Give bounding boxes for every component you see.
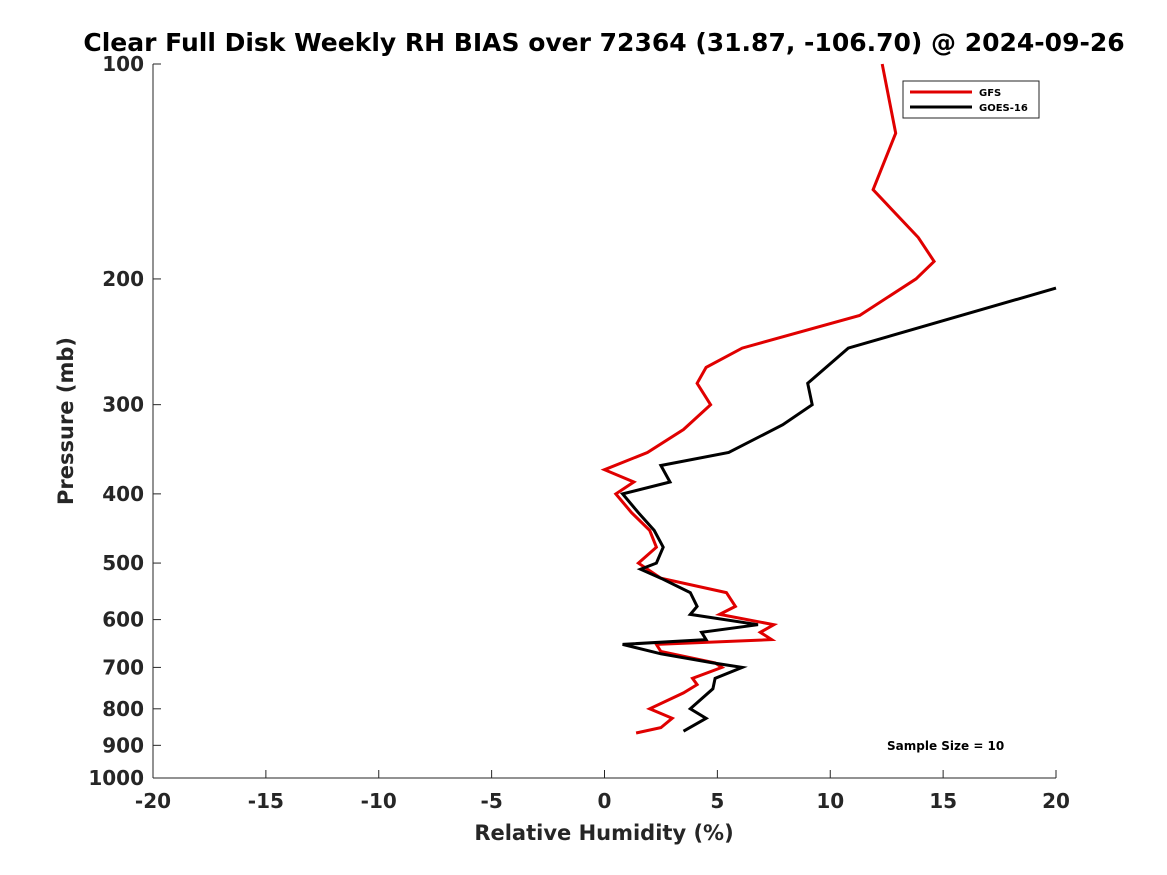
x-tick-label: -10 bbox=[361, 789, 397, 813]
x-tick-label: 20 bbox=[1042, 789, 1070, 813]
y-tick-label: 700 bbox=[102, 655, 144, 679]
y-tick-label: 900 bbox=[102, 733, 144, 757]
x-tick-label: -20 bbox=[135, 789, 171, 813]
y-axis-ticks: 100 200 300 400 500 600 700 800 900 1000 bbox=[88, 52, 161, 790]
series-layer bbox=[600, 63, 1057, 735]
x-tick-label: -5 bbox=[481, 789, 503, 813]
series-line-goes16 bbox=[619, 286, 1057, 733]
x-axis-label: Relative Humidity (%) bbox=[474, 821, 733, 845]
y-tick-label: 1000 bbox=[88, 766, 144, 790]
y-tick-label: 600 bbox=[102, 608, 144, 632]
sample-size-annotation: Sample Size = 10 bbox=[887, 739, 1004, 753]
y-tick-label: 400 bbox=[102, 482, 144, 506]
x-axis-ticks: -20 -15 -10 -5 0 5 10 15 20 bbox=[135, 770, 1070, 813]
legend: GFS GOES-16 bbox=[902, 80, 1040, 119]
y-tick-label: 500 bbox=[102, 551, 144, 575]
legend-box bbox=[902, 80, 1040, 119]
y-tick-label: 200 bbox=[102, 267, 144, 291]
y-tick-label: 300 bbox=[102, 393, 144, 417]
series-line-gfs bbox=[600, 63, 937, 735]
chart-title: Clear Full Disk Weekly RH BIAS over 7236… bbox=[83, 28, 1124, 57]
x-tick-label: -15 bbox=[248, 789, 284, 813]
x-tick-label: 5 bbox=[710, 789, 724, 813]
x-tick-label: 0 bbox=[598, 789, 612, 813]
y-axis-label: Pressure (mb) bbox=[54, 337, 78, 505]
x-tick-label: 15 bbox=[929, 789, 957, 813]
y-tick-label: 100 bbox=[102, 52, 144, 76]
legend-label-gfs: GFS bbox=[979, 88, 1001, 99]
x-tick-label: 10 bbox=[816, 789, 844, 813]
plot-area bbox=[153, 64, 1056, 778]
legend-label-goes16: GOES-16 bbox=[979, 103, 1028, 114]
y-tick-label: 800 bbox=[102, 697, 144, 721]
